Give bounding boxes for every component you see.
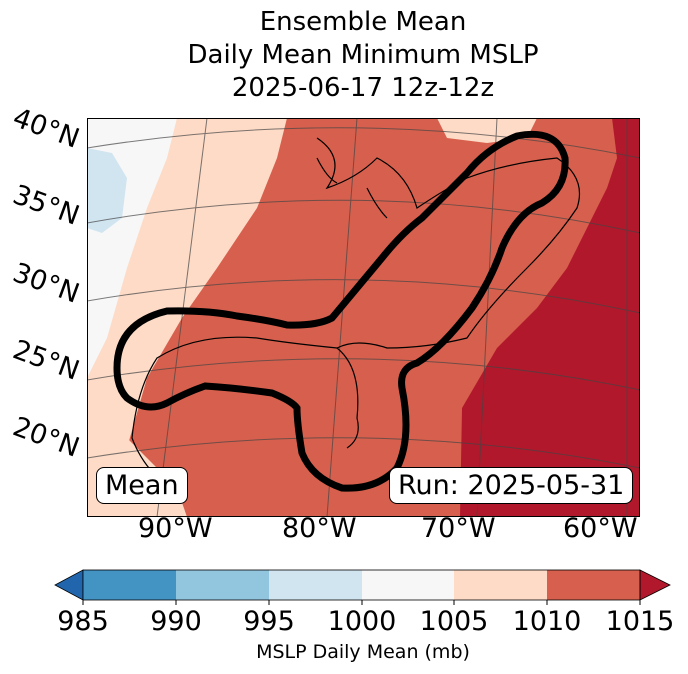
title-line-2: Daily Mean Minimum MSLP (187, 40, 539, 70)
lon-label-60w: 60°W (563, 513, 638, 544)
map-panel (87, 118, 640, 517)
colorbar-tick-1000: 1000 (327, 606, 397, 637)
title-line-3: 2025-06-17 12z-12z (231, 73, 495, 103)
probability-contour (113, 130, 569, 492)
title-line-1: Ensemble Mean (259, 7, 467, 37)
lon-label-80w: 80°W (282, 513, 357, 544)
colorbar-bin-1010-1015 (547, 570, 640, 600)
colorbar-bin-1005-1010 (454, 570, 547, 600)
colorbar-bin-990-995 (176, 570, 269, 600)
colorbar-label: MSLP Daily Mean (mb) (256, 641, 470, 663)
colorbar-tick-1010: 1010 (512, 606, 582, 637)
colorbar-tick-1005: 1005 (419, 606, 489, 637)
colorbar-tick-995: 995 (243, 606, 295, 637)
colorbar-tick-985: 985 (57, 606, 109, 637)
field-above-1015 (460, 118, 640, 517)
colorbar-bin-1000-1005 (362, 570, 454, 600)
run-date-box: Run: 2025-05-31 (389, 467, 634, 504)
colorbar-extend-low (54, 569, 84, 601)
coastlines (131, 137, 581, 499)
colorbar-ticks (82, 600, 641, 605)
colorbar-bin-985-990 (83, 570, 176, 600)
lat-label-40n: 40°N (8, 102, 84, 155)
map-frame (87, 118, 640, 517)
colorbar (54, 569, 671, 605)
lon-label-70w: 70°W (421, 513, 496, 544)
lon-label-90w: 90°W (138, 513, 213, 544)
lat-label-35n: 35°N (8, 179, 84, 232)
lat-label-25n: 25°N (8, 334, 84, 387)
colorbar-extend-high (639, 569, 671, 601)
lat-label-20n: 20°N (8, 411, 84, 464)
colorbar-tick-1015: 1015 (605, 606, 675, 637)
lat-label-30n: 30°N (8, 257, 84, 310)
mean-label-box: Mean (96, 467, 188, 504)
colorbar-tick-990: 990 (150, 606, 202, 637)
field-990-995 (87, 148, 127, 233)
colorbar-bin-995-1000 (269, 570, 362, 600)
